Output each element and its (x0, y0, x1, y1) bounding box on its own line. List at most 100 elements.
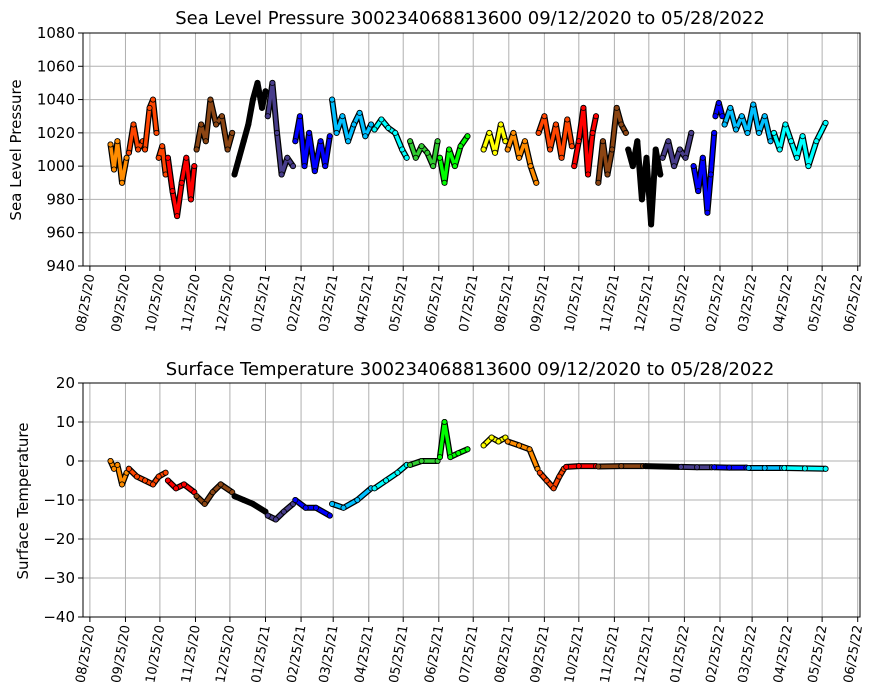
temperature-series (678, 463, 715, 471)
pressure-x-tick-label: 04/25/21 (352, 273, 377, 333)
temperature-data-point (563, 463, 570, 470)
pressure-data-point (385, 124, 392, 131)
temperature-data-point (678, 463, 685, 470)
pressure-data-point (788, 138, 795, 145)
temperature-series-line (372, 463, 409, 491)
temperature-series (781, 464, 829, 472)
temperature-data-point (642, 463, 649, 470)
temperature-x-tick-label: 07/25/21 (457, 624, 482, 684)
pressure-data-point (599, 138, 606, 145)
temperature-x-tick-label: 01/25/22 (668, 624, 693, 684)
temperature-chart-title: Surface Temperature 300234068813600 09/1… (166, 359, 775, 380)
temperature-series (164, 477, 198, 496)
pressure-series (107, 138, 130, 186)
temperature-x-tick-label: 05/25/21 (387, 624, 412, 684)
pressure-data-point (441, 179, 448, 186)
temperature-data-point (149, 481, 156, 488)
pressure-data-point (311, 168, 318, 175)
temperature-x-tick-label: 09/25/20 (109, 624, 134, 684)
pressure-data-point (339, 113, 346, 120)
temperature-x-tick-label: 04/25/22 (771, 624, 796, 684)
pressure-data-point (289, 163, 296, 170)
temperature-x-tick-label: 12/25/20 (213, 624, 238, 684)
pressure-y-tick-label: 1000 (37, 157, 75, 175)
pressure-data-point (671, 163, 678, 170)
temperature-series-line (293, 498, 332, 518)
pressure-y-tick-label: 1020 (37, 124, 75, 142)
pressure-x-tick-label: 09/25/20 (109, 273, 134, 333)
pressure-data-point (580, 104, 587, 111)
pressure-data-point (213, 121, 220, 128)
temperature-series (231, 493, 269, 515)
pressure-data-point (174, 213, 181, 220)
pressure-data-point (371, 126, 378, 133)
pressure-data-point (575, 138, 582, 145)
pressure-x-tick-label: 01/25/22 (668, 273, 693, 333)
temperature-data-point (155, 473, 162, 480)
temperature-series (745, 464, 786, 471)
temperature-data-point (394, 469, 401, 476)
pressure-series (625, 138, 664, 228)
temperature-series (642, 463, 682, 470)
temperature-series-line (505, 439, 540, 471)
pressure-data-point (585, 171, 592, 178)
pressure-data-point (135, 146, 142, 153)
pressure-data-point (516, 154, 523, 161)
pressure-series (193, 96, 236, 153)
temperature-x-tick-label: 02/25/22 (704, 624, 729, 684)
pressure-data-point (770, 129, 777, 136)
pressure-data-point (236, 154, 243, 161)
pressure-data-point (676, 146, 683, 153)
pressure-data-point (738, 113, 745, 120)
temperature-data-point (726, 464, 733, 471)
temperature-x-tick-label: 05/25/22 (806, 624, 831, 684)
temperature-x-tick-label: 06/25/21 (422, 624, 447, 684)
temperature-series (264, 500, 296, 523)
temperature-data-point (141, 477, 148, 484)
pressure-data-point (329, 96, 336, 103)
pressure-data-point (231, 171, 238, 178)
pressure-data-point (761, 113, 768, 120)
pressure-x-tick-label: 02/25/22 (704, 273, 729, 333)
temperature-data-point (504, 438, 511, 445)
pressure-data-point (123, 154, 130, 161)
pressure-series-line (438, 134, 470, 185)
pressure-y-tick-label: 960 (46, 224, 75, 242)
temperature-x-tick-label: 02/25/21 (285, 624, 310, 684)
temperature-series (292, 496, 333, 519)
pressure-data-point (657, 171, 664, 178)
pressure-data-point (799, 133, 806, 140)
pressure-series (712, 99, 726, 120)
pressure-data-point (254, 79, 261, 86)
pressure-data-point (345, 138, 352, 145)
temperature-data-point (536, 469, 543, 476)
temperature-series (480, 434, 509, 449)
pressure-data-point (704, 209, 711, 216)
temperature-data-point (133, 473, 140, 480)
pressure-data-point (464, 133, 471, 140)
temperature-series (107, 457, 130, 488)
pressure-data-point (264, 113, 271, 120)
pressure-series (407, 138, 441, 170)
pressure-series (690, 129, 718, 216)
temperature-x-tick-label: 11/25/20 (179, 624, 204, 684)
pressure-y-tick-label: 940 (46, 257, 75, 275)
pressure-x-tick-label: 10/25/21 (562, 273, 587, 333)
temperature-data-point (264, 512, 271, 519)
pressure-data-point (392, 129, 399, 136)
pressure-data-point (625, 146, 632, 153)
temperature-data-point (455, 450, 462, 457)
pressure-series (535, 113, 575, 161)
pressure-data-point (707, 171, 714, 178)
pressure-data-point (712, 113, 719, 120)
temperature-data-point (801, 465, 808, 472)
temperature-data-point (180, 481, 187, 488)
pressure-series (141, 96, 160, 153)
pressure-x-tick-label: 04/25/22 (771, 273, 796, 333)
pressure-series (595, 104, 629, 186)
pressure-data-point (322, 163, 329, 170)
temperature-series (193, 481, 236, 507)
pressure-chart-title: Sea Level Pressure 300234068813600 09/12… (175, 8, 765, 29)
pressure-data-point (690, 163, 697, 170)
